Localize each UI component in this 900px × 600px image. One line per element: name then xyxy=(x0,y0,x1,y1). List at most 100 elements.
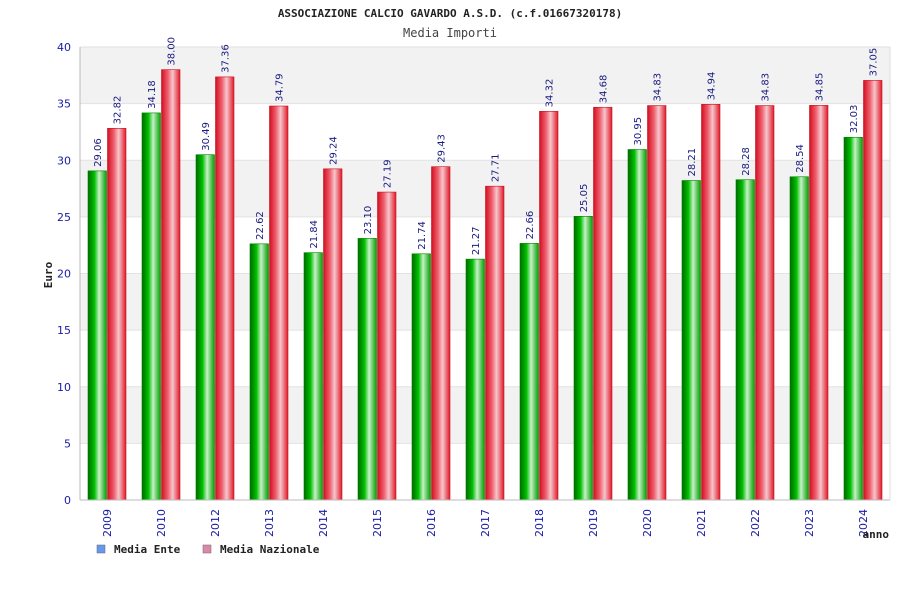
x-axis-label: anno xyxy=(863,528,890,541)
legend: Media Ente Media Nazionale xyxy=(96,543,320,556)
value-label-ente-2012: 30.49 xyxy=(201,122,212,151)
value-label-nazionale-2017: 27.71 xyxy=(491,154,502,183)
bar-ente-2021 xyxy=(681,180,701,501)
bar-ente-2018 xyxy=(519,243,539,501)
x-tick-label: 2023 xyxy=(803,509,816,537)
value-label-ente-2022: 28.28 xyxy=(741,147,752,176)
x-tick-label: 2017 xyxy=(479,509,492,537)
y-tick-label: 35 xyxy=(57,98,71,111)
bar-ente-2020 xyxy=(627,149,647,501)
x-tick-label: 2020 xyxy=(641,509,654,537)
bar-ente-2017 xyxy=(465,258,485,501)
plot-band xyxy=(80,443,890,500)
x-tick-label: 2010 xyxy=(155,509,168,537)
value-label-ente-2013: 22.62 xyxy=(255,211,266,240)
bar-nazionale-2010 xyxy=(161,69,181,501)
chart-subtitle: Media Importi xyxy=(403,26,497,40)
bar-nazionale-2023 xyxy=(809,105,829,501)
bar-nazionale-2018 xyxy=(539,111,559,501)
value-label-ente-2024: 32.03 xyxy=(849,105,860,134)
y-tick-label: 20 xyxy=(57,268,71,281)
value-label-nazionale-2022: 34.83 xyxy=(761,73,772,102)
bar-ente-2014 xyxy=(303,252,323,501)
value-label-nazionale-2019: 34.68 xyxy=(599,75,610,104)
y-tick-labels: 0 5 10 15 20 25 30 35 40 xyxy=(57,41,71,507)
plot-band xyxy=(80,386,890,444)
bar-nazionale-2013 xyxy=(269,105,289,501)
x-tick-label: 2012 xyxy=(209,509,222,537)
x-tick-label: 2021 xyxy=(695,509,708,537)
plot-band xyxy=(80,160,890,217)
value-label-nazionale-2014: 29.24 xyxy=(329,136,340,165)
bar-ente-2015 xyxy=(357,238,377,501)
plot-band xyxy=(80,216,890,274)
value-label-ente-2014: 21.84 xyxy=(309,220,320,249)
bar-nazionale-2022 xyxy=(755,105,775,501)
bar-nazionale-2009 xyxy=(107,128,127,501)
value-label-nazionale-2015: 27.19 xyxy=(383,159,394,188)
value-label-nazionale-2024: 37.05 xyxy=(869,48,880,77)
value-label-ente-2016: 21.74 xyxy=(417,221,428,250)
value-labels-group: 29.06 32.82 34.18 38.00 30.49 37.36 22.62 34.79… xyxy=(93,37,880,255)
plot-band xyxy=(80,47,890,104)
x-tick-labels: 2009 2010 2012 2013 2014 2015 2016 2017 2018 2019… xyxy=(101,509,870,537)
value-label-nazionale-2009: 32.82 xyxy=(113,96,124,125)
plot-band xyxy=(80,330,890,387)
value-label-nazionale-2021: 34.94 xyxy=(707,72,718,101)
legend-label-nazionale: Media Nazionale xyxy=(220,543,320,556)
x-tick-label: 2018 xyxy=(533,509,546,537)
bar-nazionale-2017 xyxy=(485,185,505,501)
value-label-ente-2015: 23.10 xyxy=(363,206,374,235)
bar-nazionale-2019 xyxy=(593,106,613,501)
x-tick-label: 2015 xyxy=(371,509,384,537)
value-label-nazionale-2016: 29.43 xyxy=(437,134,448,163)
y-tick-label: 15 xyxy=(57,324,71,337)
value-label-ente-2020: 30.95 xyxy=(633,117,644,146)
y-tick-label: 30 xyxy=(57,154,71,167)
chart-title: ASSOCIAZIONE CALCIO GAVARDO A.S.D. (c.f.… xyxy=(278,7,622,20)
x-tick-label: 2024 xyxy=(857,509,870,537)
bar-nazionale-2021 xyxy=(701,104,721,501)
bar-ente-2016 xyxy=(411,253,431,501)
value-label-ente-2017: 21.27 xyxy=(471,226,482,255)
value-label-nazionale-2023: 34.85 xyxy=(815,73,826,102)
value-label-nazionale-2012: 37.36 xyxy=(221,44,232,73)
bars-group xyxy=(87,69,883,501)
y-tick-label: 5 xyxy=(64,437,71,450)
value-label-ente-2021: 28.21 xyxy=(687,148,698,177)
value-label-nazionale-2020: 34.83 xyxy=(653,73,664,102)
y-tick-label: 10 xyxy=(57,381,71,394)
bar-nazionale-2012 xyxy=(215,76,235,501)
bar-ente-2024 xyxy=(843,136,863,501)
legend-swatch-nazionale xyxy=(202,544,212,554)
bar-ente-2019 xyxy=(573,216,593,501)
bar-nazionale-2014 xyxy=(323,168,343,501)
bar-nazionale-2015 xyxy=(377,191,397,501)
bar-ente-2009 xyxy=(87,170,107,501)
plot-band xyxy=(80,273,890,331)
bar-nazionale-2016 xyxy=(431,166,451,501)
bar-nazionale-2020 xyxy=(647,105,667,501)
y-tick-label: 0 xyxy=(64,494,71,507)
value-label-ente-2023: 28.54 xyxy=(795,144,806,173)
bar-nazionale-2024 xyxy=(863,80,883,501)
value-label-ente-2010: 34.18 xyxy=(147,80,158,109)
y-tick-label: 40 xyxy=(57,41,71,54)
bar-ente-2013 xyxy=(249,243,269,501)
plot-band xyxy=(80,103,890,161)
bar-ente-2010 xyxy=(141,112,161,501)
y-axis-label: Euro xyxy=(42,261,55,288)
x-tick-label: 2022 xyxy=(749,509,762,537)
value-label-ente-2009: 29.06 xyxy=(93,138,104,167)
legend-label-ente: Media Ente xyxy=(114,543,181,556)
bar-ente-2022 xyxy=(735,179,755,501)
value-label-nazionale-2018: 34.32 xyxy=(545,79,556,108)
y-tick-label: 25 xyxy=(57,211,71,224)
bar-ente-2012 xyxy=(195,154,215,501)
x-tick-label: 2016 xyxy=(425,509,438,537)
bar-ente-2023 xyxy=(789,176,809,501)
x-tick-label: 2013 xyxy=(263,509,276,537)
legend-swatch-ente xyxy=(96,544,106,554)
x-tick-label: 2009 xyxy=(101,509,114,537)
value-label-ente-2019: 25.05 xyxy=(579,184,590,213)
